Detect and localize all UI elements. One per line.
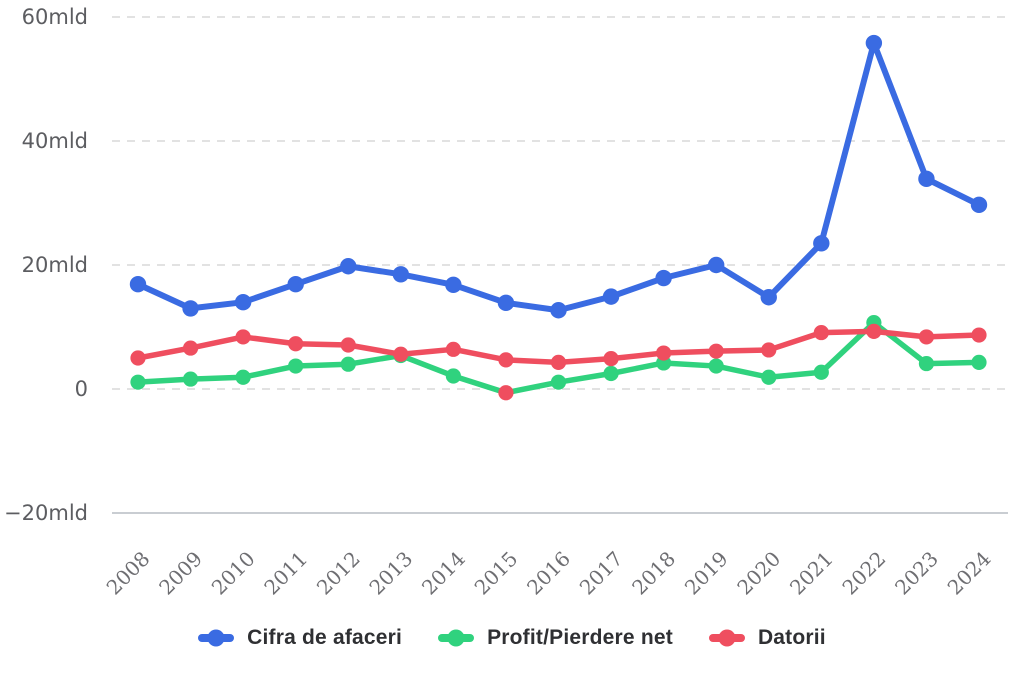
data-point-profit-pierdere-net-2020[interactable] (761, 369, 777, 385)
data-point-cifra-de-afaceri-2021[interactable] (813, 235, 830, 252)
data-point-datorii-2021[interactable] (813, 324, 829, 341)
x-tick-label: 2021 (785, 547, 838, 600)
data-point-profit-pierdere-net-2024[interactable] (971, 354, 987, 370)
data-point-cifra-de-afaceri-2023[interactable] (918, 170, 935, 188)
data-point-datorii-2019[interactable] (708, 343, 724, 359)
data-point-cifra-de-afaceri-2011[interactable] (287, 276, 304, 293)
data-point-profit-pierdere-net-2017[interactable] (603, 365, 619, 382)
data-point-datorii-2013[interactable] (393, 346, 409, 362)
legend-label: Profit/Pierdere net (487, 626, 673, 649)
data-point-profit-pierdere-net-2011[interactable] (288, 358, 304, 374)
legend-item-datorii[interactable]: Datorii (708, 626, 826, 650)
data-point-datorii-2022[interactable] (866, 323, 882, 339)
legend-label: Datorii (757, 626, 826, 649)
data-point-profit-pierdere-net-2019[interactable] (708, 358, 724, 374)
y-tick-label: 40mld (22, 129, 88, 153)
data-point-cifra-de-afaceri-2012[interactable] (340, 258, 357, 275)
x-tick-label: 2015 (470, 547, 523, 600)
data-point-datorii-2024[interactable] (971, 327, 987, 343)
data-point-profit-pierdere-net-2016[interactable] (550, 374, 567, 390)
y-tick-label: 60mld (22, 5, 88, 29)
x-tick-label: 2024 (943, 547, 996, 600)
x-tick-label: 2014 (417, 547, 470, 600)
data-point-datorii-2008[interactable] (130, 350, 146, 366)
data-point-profit-pierdere-net-2021[interactable] (813, 364, 829, 380)
data-point-cifra-de-afaceri-2013[interactable] (392, 266, 410, 283)
legend-item-cifra-de-afaceri[interactable]: Cifra de afaceri (198, 626, 402, 650)
y-tick-label: 0 (75, 377, 88, 401)
legend-line-marker-icon (198, 629, 235, 647)
x-tick-label: 2008 (102, 547, 155, 600)
legend-line-marker-icon (438, 629, 475, 647)
data-point-profit-pierdere-net-2009[interactable] (182, 371, 199, 387)
data-point-cifra-de-afaceri-2010[interactable] (234, 294, 252, 311)
data-point-cifra-de-afaceri-2018[interactable] (655, 269, 672, 287)
x-tick-label: 2012 (312, 547, 365, 600)
data-point-cifra-de-afaceri-2015[interactable] (497, 294, 515, 312)
x-tick-label: 2020 (732, 547, 785, 600)
y-tick-label: 20mld (22, 253, 88, 277)
legend-line-marker-icon (708, 629, 745, 647)
x-tick-label: 2016 (522, 547, 575, 600)
data-point-cifra-de-afaceri-2019[interactable] (707, 256, 725, 274)
data-point-datorii-2010[interactable] (235, 329, 251, 345)
data-point-datorii-2023[interactable] (918, 329, 935, 345)
data-point-datorii-2009[interactable] (182, 340, 199, 356)
data-point-cifra-de-afaceri-2022[interactable] (865, 34, 883, 52)
x-tick-label: 2023 (890, 547, 943, 600)
data-point-profit-pierdere-net-2008[interactable] (130, 374, 146, 390)
data-point-cifra-de-afaceri-2008[interactable] (129, 276, 147, 293)
data-point-datorii-2012[interactable] (340, 337, 356, 353)
legend-label: Cifra de afaceri (247, 626, 403, 649)
data-point-datorii-2015[interactable] (498, 352, 514, 368)
data-point-datorii-2016[interactable] (550, 354, 567, 370)
data-point-datorii-2014[interactable] (445, 341, 461, 357)
legend-item-profit-pierdere-net[interactable]: Profit/Pierdere net (438, 626, 673, 650)
series-line-cifra-de-afaceri (135, 40, 982, 314)
data-point-cifra-de-afaceri-2017[interactable] (602, 288, 620, 305)
x-tick-label: 2018 (627, 547, 680, 600)
x-tick-label: 2009 (154, 547, 207, 600)
legend-dot-icon (718, 629, 736, 647)
y-tick-label: −20mld (4, 501, 88, 525)
x-tick-label: 2017 (575, 547, 628, 600)
x-tick-label: 2010 (207, 547, 260, 600)
data-point-datorii-2018[interactable] (656, 345, 672, 361)
x-tick-label: 2022 (837, 547, 890, 600)
data-point-cifra-de-afaceri-2016[interactable] (550, 302, 567, 319)
data-point-profit-pierdere-net-2015[interactable] (498, 385, 514, 401)
data-point-cifra-de-afaceri-2024[interactable] (970, 196, 988, 214)
data-point-cifra-de-afaceri-2014[interactable] (445, 276, 462, 294)
data-point-profit-pierdere-net-2014[interactable] (445, 368, 461, 384)
data-point-datorii-2020[interactable] (761, 342, 777, 358)
legend-dot-icon (447, 629, 465, 647)
data-point-profit-pierdere-net-2023[interactable] (918, 355, 935, 372)
data-point-profit-pierdere-net-2012[interactable] (340, 356, 356, 372)
x-tick-label: 2019 (680, 547, 733, 600)
x-tick-label: 2013 (364, 547, 417, 600)
chart-legend: Cifra de afaceri Profit/Pierdere net Dat… (0, 620, 1024, 656)
data-point-profit-pierdere-net-2010[interactable] (235, 369, 251, 385)
data-point-datorii-2017[interactable] (603, 351, 619, 367)
data-point-cifra-de-afaceri-2009[interactable] (182, 300, 199, 317)
legend-dot-icon (207, 629, 225, 647)
data-point-datorii-2011[interactable] (288, 336, 304, 352)
x-tick-label: 2011 (259, 547, 312, 600)
data-point-cifra-de-afaceri-2020[interactable] (760, 289, 777, 306)
